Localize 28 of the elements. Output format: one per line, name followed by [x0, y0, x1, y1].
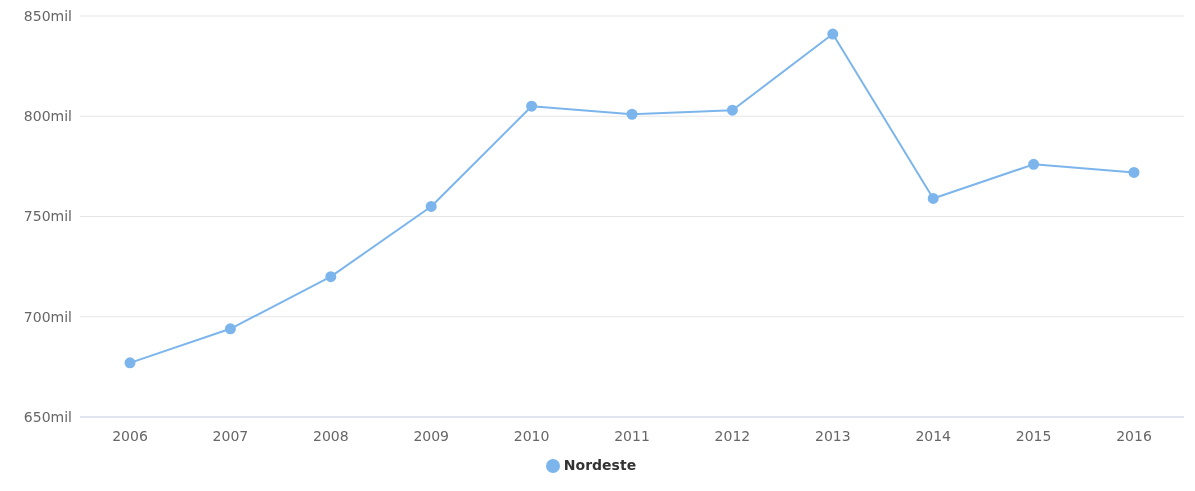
x-tick-label: 2006	[112, 427, 148, 444]
point	[827, 28, 839, 40]
point	[626, 108, 638, 120]
point	[927, 192, 939, 204]
y-tick-label: 850mil	[23, 7, 72, 24]
y-tick-label: 650mil	[23, 408, 72, 425]
legend-label: Nordeste	[563, 457, 637, 473]
point	[526, 100, 538, 112]
x-tick-label: 2013	[814, 427, 851, 444]
x-tick-label: 2016	[1116, 427, 1152, 444]
y-tick-label: 700mil	[23, 308, 72, 325]
point	[1028, 158, 1040, 170]
y-tick-label: 750mil	[23, 208, 72, 225]
point	[726, 104, 738, 116]
point	[325, 271, 337, 283]
y-tick-label: 800mil	[23, 108, 72, 125]
x-tick-label: 2009	[413, 427, 450, 444]
x-tick-label: 2007	[212, 427, 249, 444]
x-tick-label: 2010	[513, 427, 550, 444]
x-tick-label: 2011	[614, 427, 650, 444]
x-tick-label: 2008	[312, 427, 349, 444]
x-tick-label: 2014	[915, 427, 952, 444]
point	[124, 357, 136, 369]
point	[1128, 166, 1140, 178]
point	[224, 323, 236, 335]
x-tick-label: 2015	[1015, 427, 1052, 444]
point	[425, 200, 437, 212]
x-tick-label: 2012	[714, 427, 751, 444]
